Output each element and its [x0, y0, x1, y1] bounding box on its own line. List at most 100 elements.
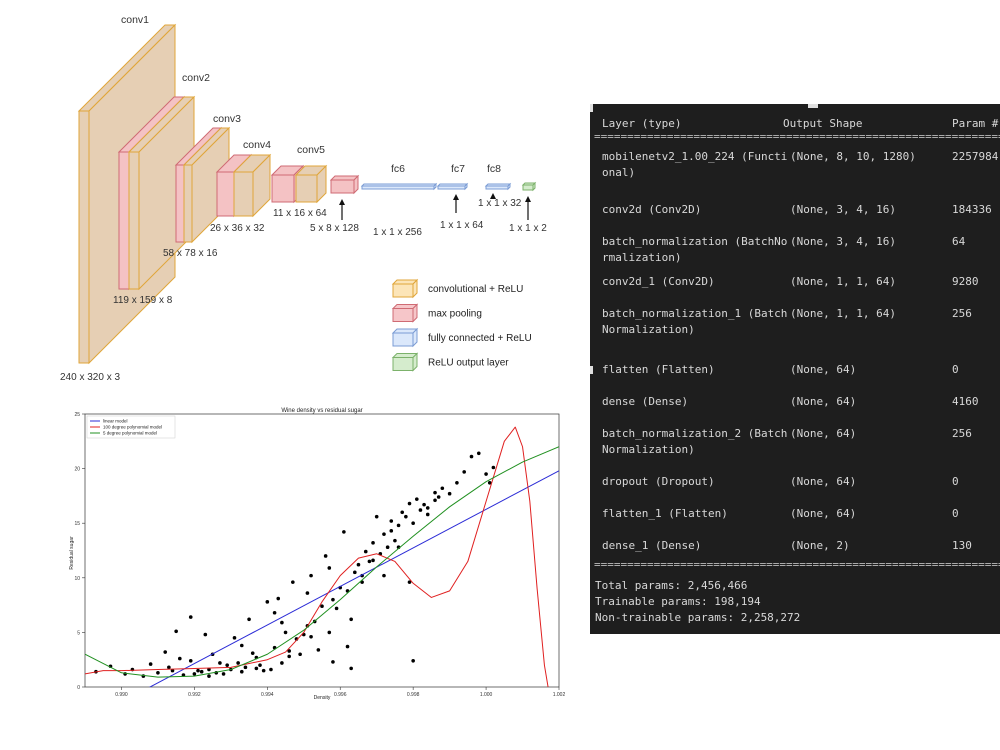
- x-tick-label: 0.998: [407, 692, 420, 698]
- data-point: [407, 580, 412, 584]
- data-point: [265, 600, 270, 604]
- data-point: [261, 668, 266, 673]
- param-count: 0: [952, 507, 959, 520]
- data-point: [345, 644, 350, 649]
- x-tick-label: 0.990: [115, 692, 128, 698]
- corner-mark: [590, 104, 593, 112]
- data-point: [342, 530, 346, 534]
- data-point: [218, 661, 222, 665]
- param-count: 0: [952, 475, 959, 488]
- layer-block-fc: [484, 182, 512, 191]
- arrow-head: [525, 196, 531, 202]
- legend-label: max pooling: [428, 309, 482, 320]
- data-point: [371, 558, 375, 563]
- y-tick-label: 0: [77, 685, 80, 691]
- series-line: [85, 446, 559, 678]
- y-tick-label: 15: [74, 521, 80, 527]
- data-point: [236, 661, 240, 665]
- header-output-shape: Output Shape: [783, 117, 863, 130]
- data-point: [433, 498, 437, 503]
- layer-name-fc7: fc7: [451, 163, 465, 175]
- legend-swatch-side: [412, 278, 418, 299]
- data-point: [225, 663, 229, 667]
- layer-blocks: [77, 23, 537, 365]
- layer-block-pool: [329, 174, 360, 195]
- data-point: [385, 545, 390, 550]
- data-point: [455, 480, 459, 485]
- legend-swatch: [392, 332, 414, 347]
- chart-title: Wine density vs residual sugar: [281, 408, 362, 414]
- layer-block-fc: [436, 182, 469, 191]
- data-point: [327, 566, 332, 570]
- param-count: 64: [952, 235, 966, 248]
- block-front: [233, 171, 254, 217]
- data-point: [287, 654, 291, 659]
- layer-dims-label: 1 x 1 x 2: [509, 223, 547, 234]
- data-point: [425, 506, 430, 510]
- arrow-head: [453, 194, 459, 200]
- layer-dims-label: 11 x 16 x 64: [273, 208, 327, 219]
- data-point: [447, 491, 452, 496]
- output-shape: (None, 8, 10, 1280): [790, 150, 916, 163]
- block-front: [437, 185, 466, 190]
- output-shape: (None, 1, 1, 64): [790, 307, 896, 320]
- layer-dims-label: 1 x 1 x 64: [440, 220, 484, 231]
- block-front: [175, 164, 185, 243]
- data-point: [254, 666, 259, 671]
- data-point: [367, 559, 372, 564]
- layer-dims-label: 240 x 320 x 3: [60, 372, 120, 383]
- data-point: [287, 649, 291, 653]
- data-point: [148, 662, 153, 666]
- legend-label: linear model: [103, 419, 128, 424]
- data-point: [353, 570, 357, 575]
- legend-swatch-side: [412, 352, 418, 372]
- corner-mark: [590, 366, 593, 374]
- series-line: [148, 470, 559, 687]
- layer-type: dense_1 (Dense): [602, 539, 702, 552]
- trainable-params: Trainable params: 198,194: [595, 595, 761, 608]
- output-shape: (None, 3, 4, 16): [790, 235, 896, 248]
- data-point: [331, 660, 335, 664]
- data-point: [331, 597, 335, 602]
- layer-name-conv4: conv4: [243, 139, 271, 151]
- param-count: 130: [952, 539, 972, 552]
- data-point: [309, 634, 313, 639]
- series-line: [85, 426, 549, 687]
- block-front: [183, 164, 193, 243]
- y-axis-label: Residual sugar: [69, 536, 75, 570]
- x-tick-label: 1.002: [553, 692, 565, 698]
- legend-label: 5 degree polynomial model: [103, 431, 157, 436]
- layer-name-fc6: fc6: [391, 163, 405, 175]
- block-front: [361, 185, 435, 190]
- plot-content: 0.990 0.992 0.994 0.996 0.998 1.000 1.002 0 5 10 1…: [74, 412, 565, 698]
- layer-type: batch_normalization_1 (BatchNormalizatio…: [602, 307, 788, 336]
- layer-name-conv5: conv5: [297, 144, 325, 156]
- data-point: [407, 501, 412, 506]
- block-front: [216, 171, 235, 217]
- x-tick-label: 0.996: [334, 692, 347, 698]
- data-point: [487, 480, 492, 485]
- header-layer: Layer (type): [602, 117, 682, 130]
- legend-label: convolutional + ReLU: [428, 284, 523, 295]
- plot-frame: [84, 413, 560, 688]
- block-front: [522, 184, 534, 191]
- data-point: [476, 451, 481, 456]
- data-point: [425, 512, 430, 517]
- total-params: Total params: 2,456,466: [595, 579, 748, 592]
- data-point: [280, 620, 284, 625]
- layer-type: mobilenetv2_1.00_224 (Functional): [602, 150, 788, 179]
- data-point: [349, 666, 353, 671]
- legend-label: fully connected + ReLU: [428, 333, 532, 344]
- y-tick-label: 5: [77, 630, 80, 636]
- layer-name-conv3: conv3: [213, 113, 241, 125]
- plot-series: [85, 426, 559, 687]
- param-count: 0: [952, 363, 959, 376]
- data-point: [436, 495, 441, 499]
- layer-type: dropout (Dropout): [602, 475, 715, 488]
- x-tick-label: 0.992: [188, 692, 201, 698]
- layer-block-conv: [294, 164, 328, 204]
- data-point: [334, 606, 339, 611]
- non-trainable-params: Non-trainable params: 2,258,272: [595, 611, 801, 624]
- footer-separator: ========================================…: [594, 558, 1000, 571]
